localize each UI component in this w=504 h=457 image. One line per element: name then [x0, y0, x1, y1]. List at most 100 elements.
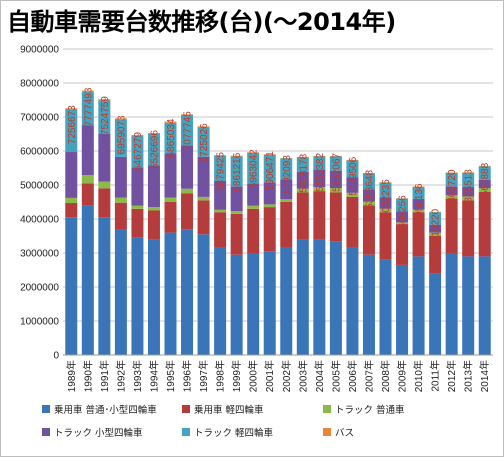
- bar-stack: [280, 158, 293, 355]
- bar-segment: [362, 254, 375, 355]
- bar-segment: [280, 199, 293, 202]
- bar-segment: [65, 203, 78, 218]
- bar-segment: [147, 134, 160, 166]
- bar-stack: [98, 99, 111, 355]
- y-tick-label: 8000000: [20, 79, 59, 90]
- bar-segment: [98, 217, 111, 355]
- bar-segment: [65, 217, 78, 355]
- total-label: 6865034: [166, 118, 177, 157]
- bar-segment: [247, 152, 260, 184]
- x-tick-label: 2004年: [313, 360, 326, 392]
- bar-segment: [247, 208, 260, 253]
- total-label: 5353648: [364, 170, 375, 209]
- total-label: 5562888: [480, 162, 491, 201]
- legend-swatch: [42, 428, 50, 436]
- bar-stack: [445, 172, 458, 355]
- bar-segment: [164, 202, 177, 233]
- y-tick-label: 7000000: [20, 113, 59, 124]
- bar-segment: [230, 156, 243, 187]
- bar-segment: [346, 160, 359, 178]
- bar-stack: [181, 114, 194, 355]
- bar-segment: [81, 90, 94, 92]
- bar-segment: [445, 253, 458, 355]
- bar-segment: [296, 171, 309, 189]
- bar-segment: [478, 256, 491, 355]
- total-label: 7777493: [83, 87, 94, 126]
- bar-segment: [412, 256, 425, 355]
- bar-segment: [296, 156, 309, 158]
- bar-segment: [230, 155, 243, 157]
- bar-segment: [412, 209, 425, 213]
- bar-segment: [164, 153, 177, 198]
- bar-segment: [280, 202, 293, 248]
- x-tick-label: 2000年: [247, 360, 260, 392]
- total-label: 6526696: [149, 130, 160, 169]
- legend-item: 乗用車 普通･小型四輪車: [42, 404, 157, 416]
- bar-segment: [478, 191, 491, 257]
- legend-label: トラック 普通車: [335, 404, 405, 416]
- y-tick-label: 2000000: [20, 283, 59, 294]
- total-label: 6959073: [116, 115, 127, 154]
- bar-stack: [197, 126, 210, 355]
- bar-segment: [197, 234, 210, 355]
- bar-segment: [362, 201, 375, 206]
- bar-segment: [396, 264, 409, 355]
- bar-segment: [429, 232, 442, 236]
- bar-segment: [379, 212, 392, 260]
- x-tick-label: 1992年: [114, 360, 127, 392]
- bar-stack: [462, 172, 475, 355]
- bar-segment: [412, 198, 425, 210]
- x-tick-label: 2003年: [296, 360, 309, 392]
- y-tick-label: 4000000: [20, 215, 59, 226]
- bar-segment: [263, 207, 276, 252]
- bar-segment: [230, 186, 243, 212]
- bar-segment: [181, 114, 194, 146]
- legend-label: トラック 小型四輪車: [54, 427, 143, 439]
- bar-segment: [362, 205, 375, 255]
- bar-segment: [131, 208, 144, 238]
- bar-stack: [329, 156, 342, 355]
- bar-segment: [81, 125, 94, 176]
- bar-segment: [346, 196, 359, 248]
- bar-segment: [81, 205, 94, 355]
- bar-segment: [197, 196, 210, 201]
- bar-segment: [247, 183, 260, 206]
- x-tick-label: 1993年: [131, 360, 144, 392]
- bar-segment: [478, 166, 491, 180]
- total-label: 5906471: [265, 151, 276, 190]
- bar-segment: [181, 114, 194, 115]
- legend-swatch: [182, 428, 190, 436]
- bar-segment: [379, 208, 392, 213]
- bar-segment: [296, 239, 309, 355]
- bar-segment: [329, 241, 342, 355]
- bar-segment: [147, 133, 160, 134]
- y-tick-label: 9000000: [20, 45, 59, 56]
- bar-stack: [362, 172, 375, 355]
- total-label: 4609256: [398, 195, 409, 234]
- bar-segment: [478, 179, 491, 189]
- bar-segment: [263, 251, 276, 355]
- bar-segment: [147, 239, 160, 355]
- bar-segment: [462, 200, 475, 257]
- bar-stack: [147, 133, 160, 355]
- total-label: 5375513: [464, 169, 475, 208]
- bar-segment: [65, 109, 78, 153]
- bar-segment: [462, 187, 475, 197]
- bar-segment: [296, 192, 309, 240]
- total-labels: 7256673 7777493 7524759 6959073 6467279 65266…: [67, 87, 491, 248]
- bar-segment: [164, 122, 177, 154]
- x-tick-label: 2009年: [396, 360, 409, 392]
- bar-segment: [197, 126, 210, 128]
- y-tick-label: 5000000: [20, 181, 59, 192]
- x-tick-label: 1998年: [214, 360, 227, 392]
- bar-stack: [478, 165, 491, 355]
- bar-segment: [131, 167, 144, 206]
- y-tick-label: 3000000: [20, 249, 59, 260]
- bar-segment: [114, 156, 127, 198]
- legend-swatch: [323, 405, 331, 413]
- bar-segment: [280, 247, 293, 355]
- x-tick-label: 1995年: [164, 360, 177, 392]
- x-tick-label: 1997年: [197, 360, 210, 392]
